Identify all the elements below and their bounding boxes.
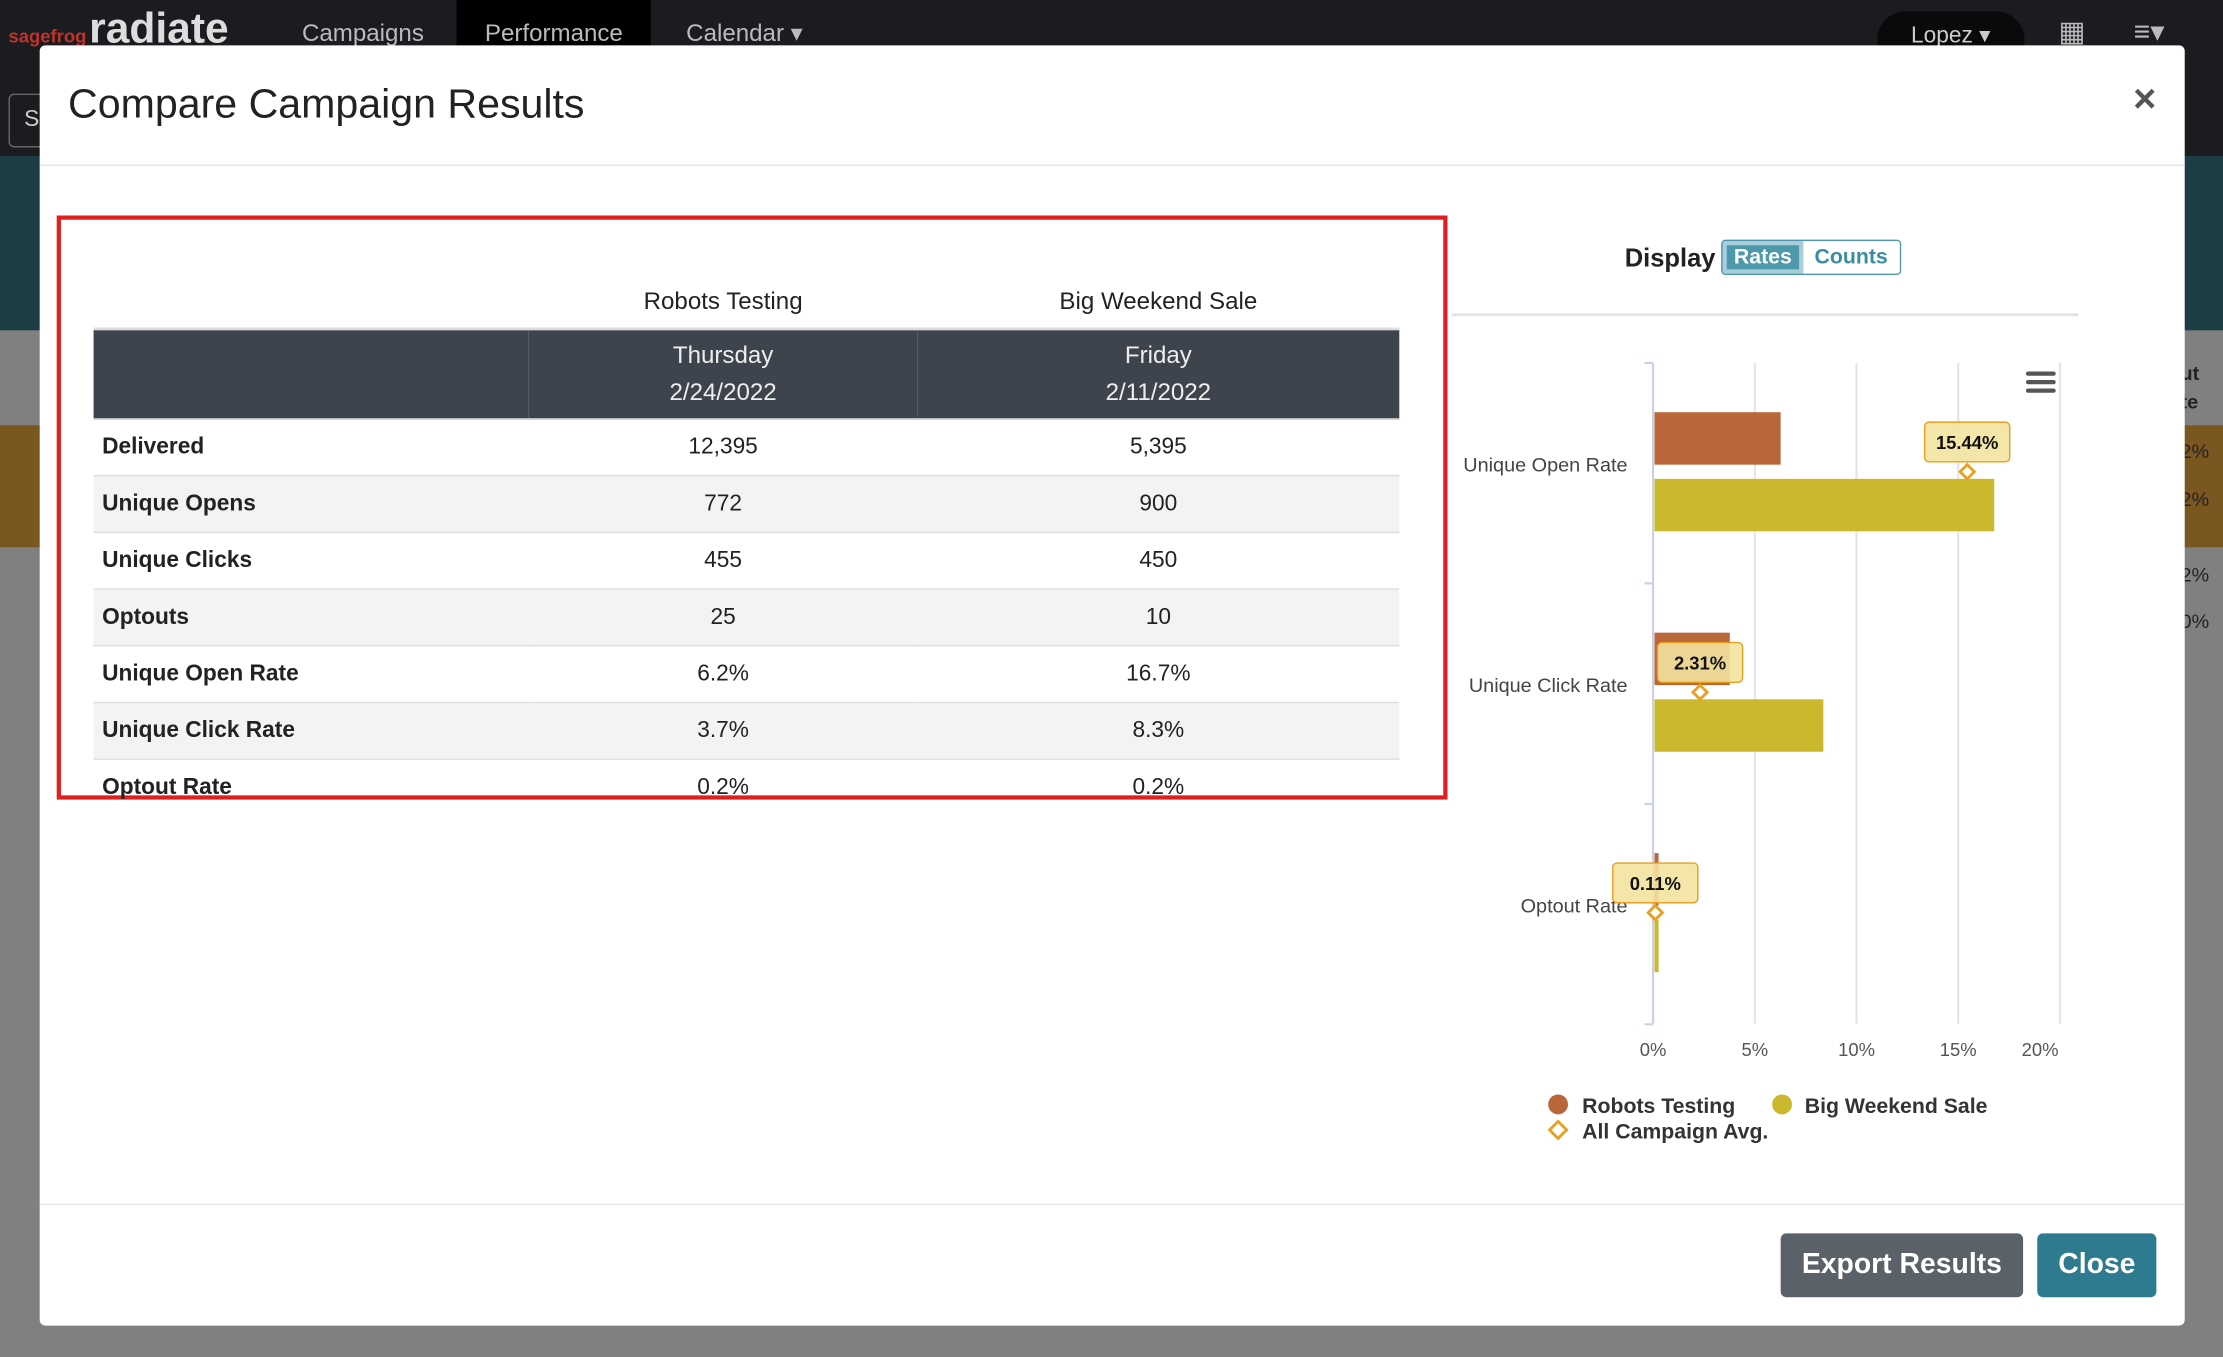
row-label: Unique Click Rate	[93, 701, 529, 760]
cell-value: 12,395	[528, 418, 918, 476]
bar-big-weekend-sale	[1654, 699, 1824, 752]
legend-marker	[1547, 1119, 1569, 1141]
bg-text: 2%	[2180, 562, 2210, 586]
row-label: Optouts	[93, 588, 529, 646]
divider	[39, 164, 2185, 166]
campaign-day: Thursday	[672, 341, 774, 369]
cell-value: 10	[917, 588, 1400, 646]
bar-big-weekend-sale	[1654, 478, 1995, 532]
cell-value: 25	[528, 588, 918, 646]
avg-label: 2.31%	[1674, 653, 1726, 674]
x-tick-label: 10%	[1838, 1039, 1875, 1060]
column-header: Robots Testing	[528, 269, 918, 331]
table-row: Unique Open Rate 6.2% 16.7%	[93, 645, 1400, 703]
nav-calendar[interactable]: Calendar ▾	[686, 19, 803, 47]
category-label: Optout Rate	[1521, 896, 1628, 918]
campaign-day: Friday	[1124, 341, 1192, 369]
avg-label: 0.11%	[1630, 873, 1681, 894]
bg-text: 2%	[2180, 487, 2210, 511]
cell-value: 6.2%	[528, 645, 918, 703]
menu-icon[interactable]: ≡▾	[2133, 17, 2165, 49]
cell-value: 0.2%	[528, 758, 918, 816]
bar-robots-testing	[1654, 412, 1781, 465]
row-label: Unique Clicks	[93, 531, 529, 590]
footer-divider	[39, 1203, 2185, 1206]
close-icon[interactable]: ×	[2133, 76, 2157, 121]
row-label: Delivered	[93, 418, 529, 476]
avg-tooltip	[1923, 421, 2011, 463]
table-row: Unique Clicks 455 450	[93, 531, 1400, 590]
table-row: Delivered 12,395 5,395	[93, 418, 1400, 476]
legend-marker	[1772, 1094, 1793, 1115]
bg-text: te	[2180, 389, 2199, 413]
divider	[1451, 313, 2079, 317]
avg-tooltip	[1612, 862, 1699, 904]
avg-tooltip	[1656, 641, 1744, 683]
apps-grid-icon[interactable]: ▦	[2058, 17, 2086, 49]
bar-big-weekend-sale	[1654, 919, 1659, 973]
display-label: Display	[1624, 243, 1716, 273]
avg-marker	[1958, 462, 1977, 481]
x-tick-label: 15%	[1940, 1039, 1977, 1060]
campaign-date: Thursday 2/24/2022	[528, 328, 918, 419]
x-tick-label: 20%	[2022, 1039, 2059, 1060]
row-label: Optout Rate	[93, 758, 529, 816]
column-header: Big Weekend Sale	[917, 269, 1400, 331]
export-results-button[interactable]: Export Results	[1780, 1233, 2024, 1298]
cell-value: 16.7%	[917, 645, 1400, 703]
x-tick-label: 5%	[1741, 1039, 1768, 1060]
cell-value: 3.7%	[528, 701, 918, 760]
campaign-date: Friday 2/11/2022	[917, 328, 1400, 419]
display-toggle: Rates Counts	[1721, 239, 1901, 276]
compare-modal: Compare Campaign Results × Robots Testin…	[39, 45, 2185, 1326]
table-row: Optout Rate 0.2% 0.2%	[93, 758, 1400, 816]
nav-campaigns[interactable]: Campaigns	[301, 19, 424, 47]
campaign-date-value: 2/11/2022	[1105, 378, 1212, 406]
avg-label: 15.44%	[1936, 432, 1998, 453]
row-label: Unique Opens	[93, 474, 529, 533]
table-row: Unique Click Rate 3.7% 8.3%	[93, 701, 1400, 760]
legend-label: Robots Testing	[1582, 1094, 1735, 1118]
row-label: Unique Open Rate	[93, 645, 529, 703]
comparison-table: Robots Testing Big Weekend Sale Thursday…	[93, 269, 1400, 816]
brand-logo[interactable]: sagefrogradiate	[9, 6, 229, 54]
category-label: Unique Open Rate	[1463, 455, 1627, 477]
category-label: Unique Click Rate	[1469, 675, 1628, 697]
toggle-counts[interactable]: Counts	[1803, 241, 1900, 274]
chart-menu-icon[interactable]	[2025, 379, 2056, 385]
brand-small: sagefrog	[8, 25, 87, 47]
cell-value: 900	[917, 474, 1400, 533]
legend-label: All Campaign Avg.	[1582, 1119, 1768, 1143]
legend-label: Big Weekend Sale	[1805, 1094, 1988, 1118]
table-row: Unique Opens 772 900	[93, 474, 1400, 533]
x-tick-label: 0%	[1640, 1039, 1667, 1060]
avg-marker	[1646, 903, 1665, 922]
cell-value: 0.2%	[917, 758, 1400, 816]
bg-text: 2%	[2180, 439, 2210, 463]
cell-value: 5,395	[917, 418, 1400, 476]
avg-marker	[1690, 683, 1710, 702]
chart-menu-icon[interactable]	[2025, 388, 2056, 393]
close-button[interactable]: Close	[2037, 1233, 2157, 1298]
bg-text: ut	[2180, 361, 2200, 385]
table-row: Optouts 25 10	[93, 588, 1400, 646]
toggle-rates[interactable]: Rates	[1722, 241, 1804, 274]
brand-name: radiate	[89, 5, 229, 53]
campaign-date-value: 2/24/2022	[669, 378, 777, 406]
legend-marker	[1548, 1094, 1569, 1115]
bg-text: 0%	[2180, 609, 2210, 633]
modal-title: Compare Campaign Results	[68, 82, 585, 128]
cell-value: 450	[917, 531, 1400, 590]
chart-menu-icon[interactable]	[2025, 371, 2056, 376]
cell-value: 8.3%	[917, 701, 1400, 760]
cell-value: 455	[528, 531, 918, 590]
cell-value: 772	[528, 474, 918, 533]
